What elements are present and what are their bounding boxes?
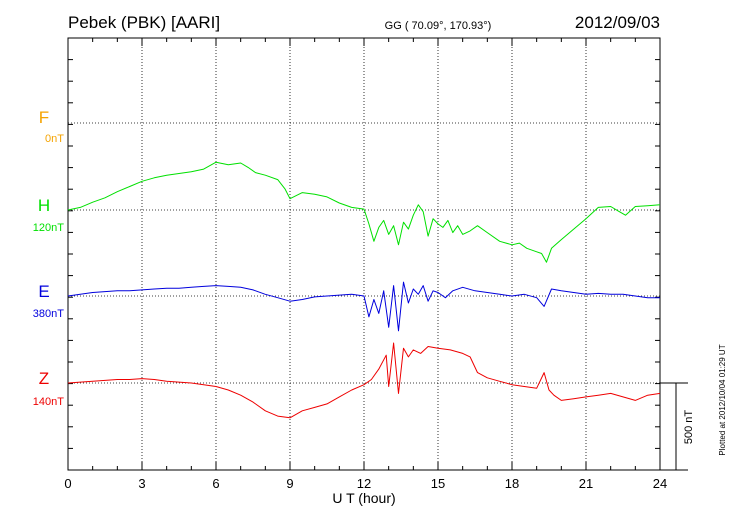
channel-label-z: Z xyxy=(39,369,49,388)
channel-offset-z: 140nT xyxy=(33,396,64,408)
x-tick-label: 0 xyxy=(64,476,71,491)
series-line-z xyxy=(67,342,661,419)
channel-label-f: F xyxy=(39,108,49,127)
x-tick-label: 24 xyxy=(653,476,667,491)
channel-label-e: E xyxy=(38,282,49,301)
x-axis-ticks: 0 3 6 9 12 15 18 21 24 xyxy=(64,38,667,491)
channel-offset-f: 0nT xyxy=(45,133,64,145)
scale-bar-label: 500 nT xyxy=(683,410,695,445)
channel-label-h: H xyxy=(38,196,50,215)
station-coords: GG ( 70.09°, 170.93°) xyxy=(385,20,492,32)
channel-offset-h: 120nT xyxy=(33,222,64,234)
series-line-h xyxy=(67,161,661,263)
series-lines xyxy=(67,161,661,419)
scale-bar: 500 nT xyxy=(660,382,695,471)
station-title: Pebek (PBK) [AARI] xyxy=(68,13,220,32)
x-tick-label: 21 xyxy=(579,476,593,491)
channel-labels: F 0nT H 120nT E 380nT Z 140nT xyxy=(33,108,64,408)
x-tick-label: 18 xyxy=(505,476,519,491)
x-tick-label: 15 xyxy=(431,476,445,491)
plot-date: 2012/09/03 xyxy=(575,13,660,32)
x-tick-label: 12 xyxy=(357,476,371,491)
x-axis-label: U T (hour) xyxy=(332,490,395,506)
x-tick-label: 3 xyxy=(138,476,145,491)
grid xyxy=(68,38,660,470)
x-tick-label: 6 xyxy=(212,476,219,491)
series-line-e xyxy=(67,281,660,332)
x-tick-label: 9 xyxy=(286,476,293,491)
plotted-at-note: Plotted at 2012/10/04 01:29 UT xyxy=(718,344,727,455)
channel-offset-e: 380nT xyxy=(33,308,64,320)
